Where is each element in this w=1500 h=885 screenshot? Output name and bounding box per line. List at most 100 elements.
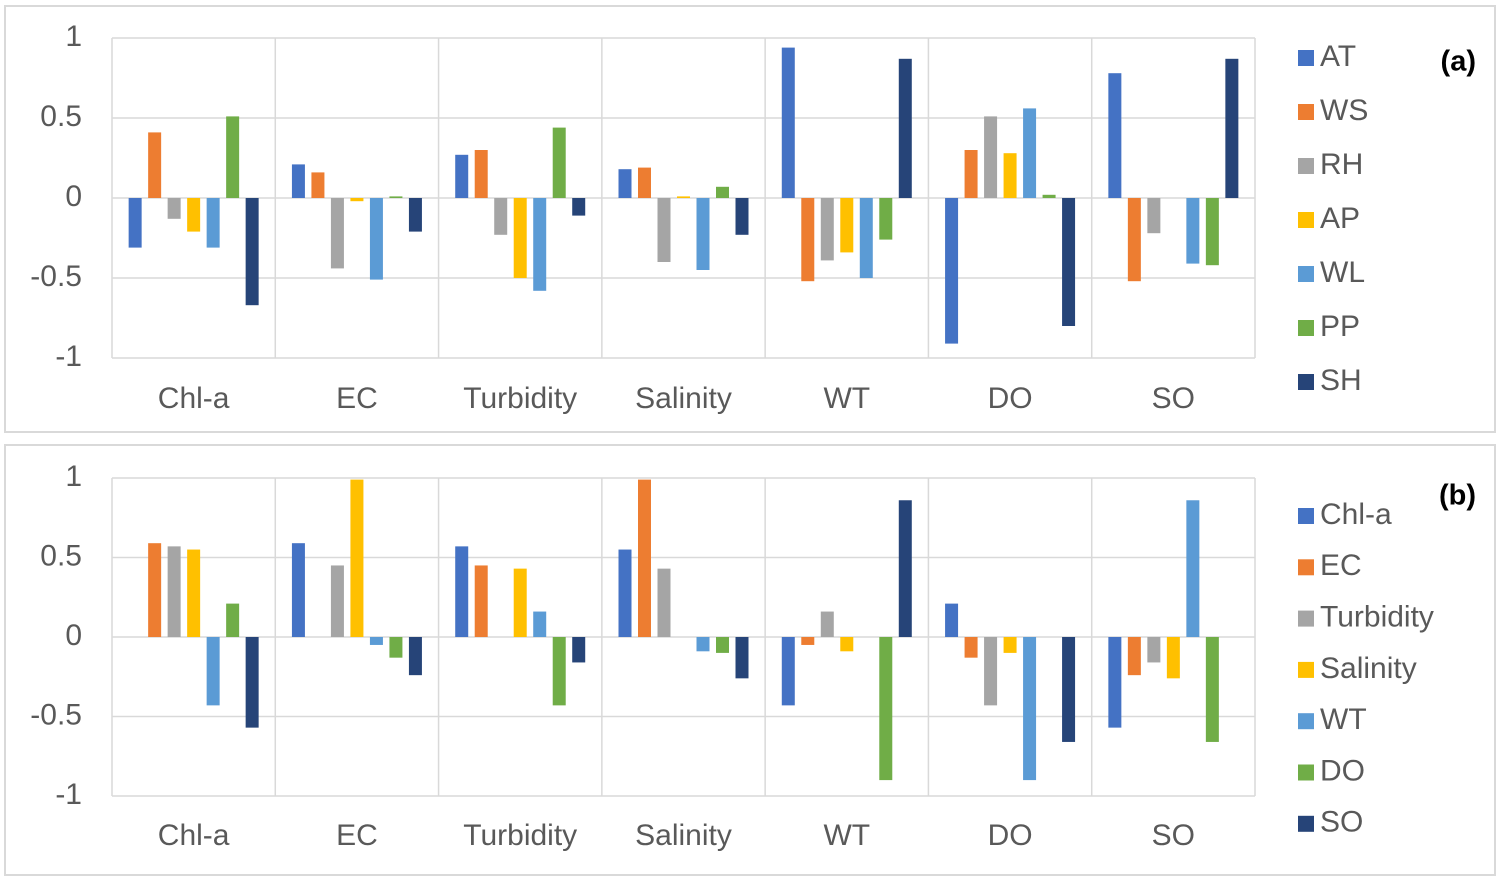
bar — [984, 116, 998, 198]
bar — [1003, 637, 1017, 653]
legend-label: EC — [1320, 549, 1362, 582]
bar — [696, 637, 710, 652]
bar — [513, 198, 527, 278]
x-tick-label: DO — [988, 819, 1033, 852]
bar — [455, 154, 469, 198]
legend-swatch — [1298, 266, 1314, 282]
y-tick-label: 1 — [65, 20, 82, 53]
legend-label: DO — [1320, 754, 1365, 787]
legend-swatch — [1298, 610, 1314, 627]
bar — [226, 603, 240, 637]
bar — [513, 568, 527, 637]
legend-swatch — [1298, 158, 1314, 174]
bar — [879, 637, 893, 781]
bar — [1186, 500, 1200, 637]
legend-swatch — [1298, 713, 1314, 730]
bar — [474, 150, 488, 198]
legend-label: WL — [1320, 256, 1365, 289]
bar — [1205, 637, 1219, 742]
bar — [350, 198, 364, 202]
legend-swatch — [1298, 212, 1314, 228]
bar — [572, 198, 586, 216]
bar — [898, 58, 912, 198]
legend-swatch — [1298, 815, 1314, 832]
y-tick-label: 0.5 — [40, 100, 82, 133]
bar — [638, 167, 651, 198]
bar — [291, 164, 305, 198]
bar — [716, 637, 729, 653]
bar — [1023, 108, 1037, 198]
bar — [245, 637, 259, 728]
y-tick-label: -0.5 — [30, 260, 82, 293]
legend-label: RH — [1320, 148, 1363, 181]
bar — [148, 543, 162, 637]
x-tick-label: WT — [823, 382, 870, 415]
x-tick-label: Chl-a — [158, 819, 230, 852]
legend-swatch — [1298, 764, 1314, 781]
y-tick-label: -1 — [55, 340, 82, 373]
panel-label: (a) — [1441, 46, 1476, 78]
bar — [945, 198, 959, 344]
bar — [1023, 637, 1037, 781]
bar — [735, 637, 749, 679]
bar — [618, 169, 632, 198]
legend-label: WS — [1320, 94, 1368, 127]
bar — [840, 198, 854, 253]
bar — [1062, 637, 1076, 742]
bar — [552, 127, 566, 198]
bar — [226, 116, 240, 198]
bar — [618, 549, 632, 637]
bar — [1003, 153, 1017, 198]
bar — [291, 543, 305, 637]
legend-label: Salinity — [1320, 652, 1417, 685]
bar — [840, 637, 854, 652]
bar — [1042, 194, 1056, 198]
bar — [533, 198, 547, 291]
x-tick-label: EC — [336, 819, 378, 852]
bar — [330, 198, 344, 269]
x-tick-label: Chl-a — [158, 382, 230, 415]
panel-frame — [4, 444, 1496, 876]
legend-label: AP — [1320, 202, 1360, 235]
x-tick-label: SO — [1152, 382, 1195, 415]
bar — [964, 150, 978, 198]
bar — [148, 132, 162, 198]
bar — [1127, 637, 1141, 676]
x-tick-label: Salinity — [635, 382, 732, 415]
bar — [820, 611, 834, 637]
y-tick-label: -0.5 — [30, 698, 82, 731]
bar — [1147, 198, 1161, 234]
bar — [898, 500, 912, 637]
x-tick-label: EC — [336, 382, 378, 415]
x-tick-label: Turbidity — [463, 382, 577, 415]
legend-swatch — [1298, 104, 1314, 120]
legend-label: PP — [1320, 310, 1360, 343]
legend-label: AT — [1320, 40, 1356, 73]
bar — [801, 637, 815, 645]
bar — [781, 637, 795, 706]
panel-label: (b) — [1439, 480, 1476, 512]
bar — [187, 549, 201, 637]
legend-label: WT — [1320, 703, 1367, 736]
bar — [245, 198, 259, 306]
legend-swatch — [1298, 559, 1314, 576]
legend-label: Turbidity — [1320, 601, 1434, 634]
bar — [677, 196, 690, 198]
bar — [408, 637, 422, 676]
bar — [206, 198, 220, 248]
bar — [1127, 198, 1141, 282]
bar — [696, 198, 710, 270]
y-tick-label: 0 — [65, 619, 82, 652]
x-tick-label: Turbidity — [463, 819, 577, 852]
bar — [984, 637, 998, 706]
x-tick-label: WT — [823, 819, 870, 852]
legend-swatch — [1298, 661, 1314, 678]
bar — [1205, 198, 1219, 266]
bar — [1108, 637, 1122, 728]
bar — [533, 611, 547, 637]
x-tick-label: DO — [988, 382, 1033, 415]
bar — [1147, 637, 1161, 663]
bar — [781, 47, 795, 198]
